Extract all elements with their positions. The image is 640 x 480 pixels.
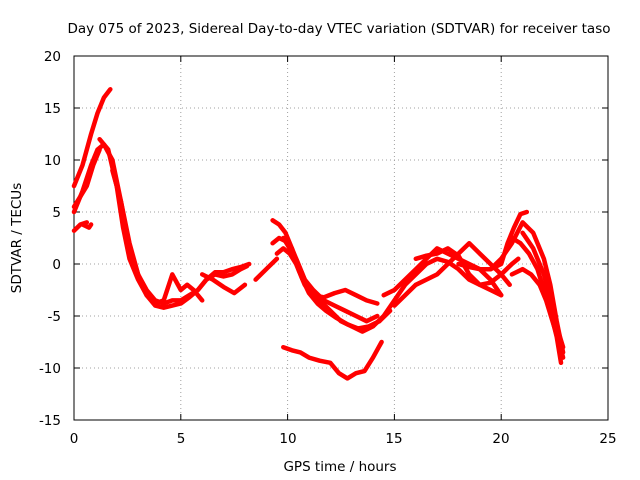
y-tick-label-5: 5	[52, 205, 61, 221]
y-tick-label-neg15: -15	[39, 413, 61, 429]
series-track-18	[456, 220, 566, 355]
series-track-19	[488, 209, 530, 272]
x-tick-label-5: 5	[177, 431, 186, 447]
x-tick-label-15: 15	[385, 431, 402, 447]
series-track-12	[274, 246, 393, 331]
y-tick-label-10: 10	[44, 153, 61, 169]
series-track-1	[71, 87, 113, 189]
grid-lines	[74, 56, 608, 420]
data-series	[71, 87, 566, 381]
series-track-8	[199, 272, 248, 296]
y-tick-label-15: 15	[44, 101, 61, 117]
series-track-9	[253, 256, 280, 282]
y-tick-label-20: 20	[44, 49, 61, 65]
y-tick-label-neg10: -10	[39, 361, 61, 377]
x-tick-label-0: 0	[70, 431, 79, 447]
y-axis-label: SDTVAR / TECUs	[9, 183, 25, 293]
series-track-6	[97, 136, 250, 310]
y-tick-labels: -15 -10 -5 0 5 10 15 20	[39, 49, 61, 429]
x-tick-labels: 0 5 10 15 20 25	[70, 431, 617, 447]
series-track-21	[509, 235, 564, 366]
x-tick-label-20: 20	[492, 431, 509, 447]
series-track-17	[413, 246, 504, 298]
chart-title: Day 075 of 2023, Sidereal Day-to-day VTE…	[67, 21, 610, 37]
x-tick-label-10: 10	[279, 431, 296, 447]
series-track-22	[520, 230, 566, 350]
x-tick-label-25: 25	[599, 431, 616, 447]
x-axis-label: GPS time / hours	[283, 459, 396, 475]
series-track-14	[281, 339, 384, 381]
axis-ticks	[73, 55, 609, 421]
series-track-7	[110, 168, 205, 306]
plot-frame	[73, 55, 609, 421]
series-track-5	[80, 222, 94, 230]
y-tick-label-neg5: -5	[48, 309, 61, 325]
y-tick-label-0: 0	[52, 257, 61, 273]
